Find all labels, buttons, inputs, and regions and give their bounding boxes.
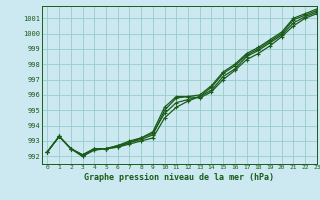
X-axis label: Graphe pression niveau de la mer (hPa): Graphe pression niveau de la mer (hPa) bbox=[84, 173, 274, 182]
